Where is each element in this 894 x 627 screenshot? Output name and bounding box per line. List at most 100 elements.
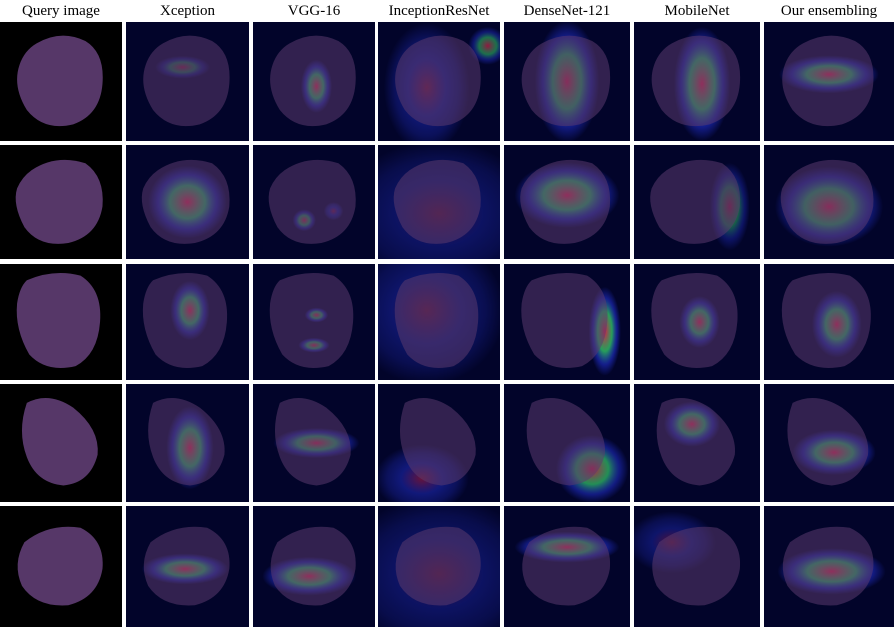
cell-heatmap [634, 506, 760, 627]
cell-heatmap [378, 384, 500, 502]
blood-cell [780, 159, 874, 244]
heatmap-tile [504, 22, 630, 141]
blood-cell [17, 526, 103, 606]
heatmap-tile [634, 22, 760, 141]
blood-cell [656, 397, 736, 486]
cell-heatmap [253, 145, 375, 259]
heatmap-tile [504, 264, 630, 380]
heatmap-tile [634, 384, 760, 502]
cell-image [0, 145, 122, 259]
cell-heatmap [634, 145, 760, 259]
cell-heatmap [126, 264, 249, 380]
heatmap-tile [126, 145, 249, 259]
query-image-tile [0, 384, 122, 502]
column-header-vgg16: VGG-16 [287, 3, 341, 19]
heatmap-tile [378, 22, 500, 141]
blood-cell [17, 35, 103, 127]
blood-cell [16, 272, 101, 368]
query-image-tile [0, 506, 122, 627]
heatmap-tile [504, 506, 630, 627]
blood-cell [394, 272, 479, 368]
cell-heatmap [253, 384, 375, 502]
heatmap-tile [378, 384, 500, 502]
heatmap-tile [253, 145, 375, 259]
cell-heatmap [253, 506, 375, 627]
cell-heatmap [378, 145, 500, 259]
heatmap-tile [764, 145, 894, 259]
query-image-tile [0, 22, 122, 141]
cell-image [0, 384, 122, 502]
blood-cell [522, 526, 611, 606]
blood-cell [782, 35, 874, 127]
cell-heatmap [504, 384, 630, 502]
blood-cell [21, 397, 98, 486]
blood-cell [521, 35, 611, 127]
cell-heatmap [764, 384, 894, 502]
heatmap-tile [253, 506, 375, 627]
cell-heatmap [253, 22, 375, 141]
cell-heatmap [126, 145, 249, 259]
heatmap-tile [378, 506, 500, 627]
cell-heatmap [504, 506, 630, 627]
blood-cell [395, 35, 481, 127]
heatmap-tile [126, 22, 249, 141]
cell-heatmap [764, 264, 894, 380]
cell-image [0, 506, 122, 627]
cell-heatmap [126, 506, 249, 627]
blood-cell [399, 397, 476, 486]
blood-cell [787, 397, 869, 486]
cell-heatmap [634, 384, 760, 502]
heatmap-tile [253, 384, 375, 502]
cell-heatmap [634, 22, 760, 141]
cell-heatmap [378, 22, 500, 141]
blood-cell [148, 397, 225, 486]
cell-heatmap [504, 145, 630, 259]
heatmap-tile [126, 506, 249, 627]
heatmap-tile [764, 384, 894, 502]
blood-cell [268, 159, 356, 244]
heatmap-tile [253, 264, 375, 380]
heatmap-tile [634, 145, 760, 259]
heatmap-tile [378, 145, 500, 259]
cell-heatmap [764, 506, 894, 627]
blood-cell [395, 526, 481, 606]
blood-cell [652, 526, 741, 606]
cell-heatmap [378, 506, 500, 627]
cell-heatmap [504, 22, 630, 141]
blood-cell [650, 159, 741, 244]
blood-cell [143, 526, 230, 606]
blood-cell [393, 159, 481, 244]
cell-heatmap [764, 145, 894, 259]
blood-cell [270, 35, 356, 127]
heatmap-tile [378, 264, 500, 380]
blood-cell [526, 397, 606, 486]
blood-cell [274, 397, 351, 486]
heatmap-tile [126, 384, 249, 502]
blood-cell [270, 526, 356, 606]
column-header-query-image: Query image [22, 3, 100, 19]
cell-heatmap [504, 264, 630, 380]
blood-cell [781, 272, 871, 368]
heatmap-tile [504, 384, 630, 502]
cell-heatmap [253, 264, 375, 380]
cell-heatmap [378, 264, 500, 380]
blood-cell [782, 526, 874, 606]
cell-image [0, 264, 122, 380]
blood-cell [520, 159, 611, 244]
heatmap-tile [253, 22, 375, 141]
cell-heatmap [634, 264, 760, 380]
heatmap-tile [504, 145, 630, 259]
heatmap-tile [634, 506, 760, 627]
query-image-tile [0, 264, 122, 380]
heatmap-tile [634, 264, 760, 380]
cell-heatmap [126, 22, 249, 141]
blood-cell [651, 35, 741, 127]
blood-cell [15, 159, 103, 244]
column-header-densenet121: DenseNet-121 [523, 3, 611, 19]
blood-cell [651, 272, 738, 368]
column-header-our-ensembling: Our ensembling [780, 3, 878, 19]
query-image-tile [0, 145, 122, 259]
heatmap-tile [126, 264, 249, 380]
column-header-inceptionresnet: InceptionResNet [388, 3, 490, 19]
